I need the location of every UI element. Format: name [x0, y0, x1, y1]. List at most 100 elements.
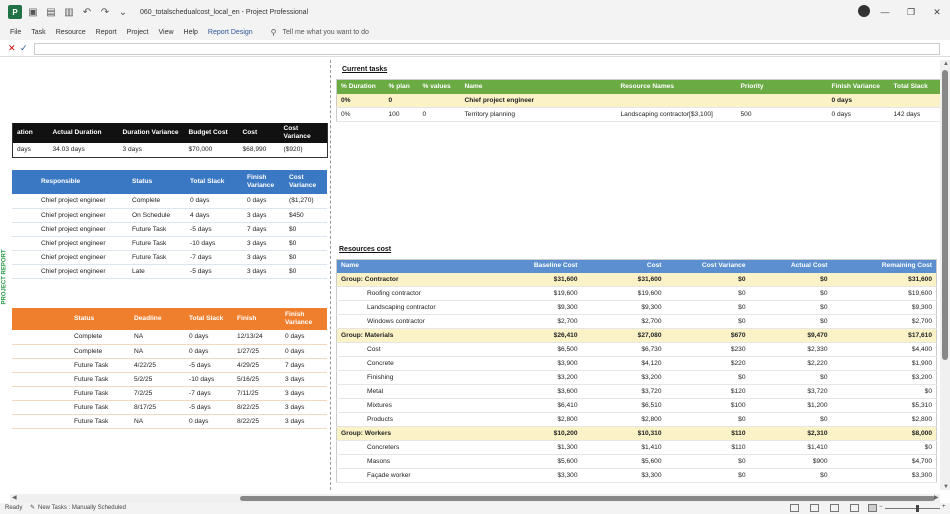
resources-cost-cell: $0	[749, 370, 832, 385]
tab-report-design[interactable]: Report Design	[207, 28, 253, 36]
resources-cost-cell: $3,720	[749, 384, 832, 399]
summary-table: ation Actual Duration Duration Variance Bud…	[12, 123, 328, 158]
resources-cost-row[interactable]: Products $2,800 $2,800 $0 $0 $2,800	[336, 412, 937, 427]
scroll-left-icon[interactable]: ◀	[12, 495, 17, 501]
resources-cost-row[interactable]: Cost $6,500 $6,730 $230 $2,330 $4,400	[336, 342, 937, 357]
milestones-row[interactable]: Future Task 8/17/25 -5 days 8/22/25 3 days	[12, 400, 327, 415]
summary-row[interactable]: days 34.03 days 3 days $70,000 $68,990 ($920)	[12, 143, 328, 158]
new-tasks-mode[interactable]: New Tasks : Manually Scheduled	[38, 505, 126, 511]
scroll-down-icon[interactable]: ▼	[943, 484, 949, 490]
resources-cost-cell: $3,900	[481, 356, 582, 371]
close-icon[interactable]: ✕	[933, 6, 941, 17]
tasks-cell	[12, 264, 37, 279]
milestones-row[interactable]: Future Task 5/2/25 -10 days 5/16/25 3 days	[12, 372, 327, 387]
milestones-cell: NA	[130, 344, 185, 359]
tasks-cell: $450	[285, 208, 327, 223]
scroll-up-icon[interactable]: ▲	[943, 61, 949, 67]
resources-cost-cell: $110	[665, 426, 750, 441]
entry-field[interactable]	[34, 43, 940, 55]
tab-view[interactable]: View	[158, 28, 174, 36]
cancel-entry-icon[interactable]: ✕	[8, 43, 16, 53]
resources-cost-cell: $900	[749, 454, 832, 469]
open-icon[interactable]: ▤	[46, 6, 56, 18]
tab-help[interactable]: Help	[183, 28, 198, 36]
scroll-right-icon[interactable]: ▶	[934, 495, 939, 501]
resources-cost-cell: $6,510	[581, 398, 666, 413]
resources-cost-cell: $1,300	[481, 440, 582, 455]
tasks-row[interactable]: Chief project engineer Late -5 days 3 days $…	[12, 264, 327, 279]
summary-header-cell: Cost Variance	[279, 123, 328, 143]
milestones-row[interactable]: Complete NA 0 days 12/13/24 0 days	[12, 330, 327, 345]
milestones-cell: NA	[130, 414, 185, 429]
tell-me-search[interactable]: ⚲ Tell me what you want to do	[271, 28, 369, 37]
tasks-cell: 0 days	[243, 194, 285, 209]
resources-cost-header-cell: Remaining Cost	[831, 259, 937, 273]
resources-cost-row[interactable]: Concrete $3,900 $4,120 $220 $2,220 $1,900	[336, 356, 937, 371]
resources-cost-row[interactable]: Concreters $1,300 $1,410 $110 $1,410 $0	[336, 440, 937, 455]
zoom-slider[interactable]	[885, 508, 940, 509]
current-tasks-cell: 0 days	[827, 107, 890, 122]
resources-cost-row[interactable]: Façade worker $3,300 $3,300 $0 $0 $3,300	[336, 468, 937, 483]
tab-resource[interactable]: Resource	[55, 28, 86, 36]
customize-icon[interactable]: ⌄	[118, 6, 128, 18]
avatar[interactable]	[858, 5, 870, 17]
minimize-icon[interactable]: —	[880, 7, 890, 17]
resources-cost-row[interactable]: Mixtures $6,410 $6,510 $100 $1,200 $5,310	[336, 398, 937, 413]
resources-cost-cell: $670	[665, 328, 750, 343]
milestones-row[interactable]: Future Task 7/2/25 -7 days 7/11/25 3 days	[12, 386, 327, 401]
horizontal-scroll-thumb[interactable]	[240, 496, 935, 501]
milestones-row[interactable]: Complete NA 0 days 1/27/25 0 days	[12, 344, 327, 359]
tasks-row[interactable]: Chief project engineer Future Task -5 days…	[12, 222, 327, 237]
tab-project[interactable]: Project	[126, 28, 149, 36]
tasks-header-cell: Total Slack	[186, 170, 243, 194]
tab-report[interactable]: Report	[95, 28, 117, 36]
tasks-cell: -5 days	[186, 222, 243, 237]
tasks-row[interactable]: Chief project engineer Future Task -7 days…	[12, 250, 327, 265]
milestones-cell: 0 days	[185, 330, 233, 345]
current-tasks-row[interactable]: 0% 100 0 Territory planning Landscaping cont…	[336, 107, 941, 122]
tasks-cell: Late	[128, 264, 186, 279]
tasks-header-cell: Status	[128, 170, 186, 194]
tasks-row[interactable]: Chief project engineer On Schedule 4 days 3…	[12, 208, 327, 223]
resources-cost-row[interactable]: Group: Workers $10,200 $10,310 $110 $2,310 $8…	[336, 426, 937, 441]
tasks-row[interactable]: Chief project engineer Complete 0 days 0 da…	[12, 194, 327, 209]
resources-cost-row[interactable]: Windows contractor $2,700 $2,700 $0 $0 $2,700	[336, 314, 937, 329]
resources-cost-row[interactable]: Masons $5,600 $5,600 $0 $900 $4,700	[336, 454, 937, 469]
team-planner-view-icon[interactable]	[830, 504, 839, 512]
resources-cost-row[interactable]: Landscaping contractor $9,300 $9,300 $0 $0 $9…	[336, 300, 937, 315]
resources-cost-row[interactable]: Group: Materials $26,410 $27,080 $670 $9,470…	[336, 328, 937, 343]
resources-cost-cell: $100	[665, 398, 750, 413]
tasks-cell: 0 days	[186, 194, 243, 209]
resources-cost-row[interactable]: Metal $3,600 $3,720 $120 $3,720 $0	[336, 384, 937, 399]
zoom-slider-thumb[interactable]	[916, 505, 919, 512]
zoom-out-icon[interactable]: −	[879, 504, 883, 510]
undo-icon[interactable]: ↶	[82, 6, 92, 18]
resources-cost-row[interactable]: Roofing contractor $19,600 $19,600 $0 $0 $19,…	[336, 286, 937, 301]
tasks-row[interactable]: Chief project engineer Future Task -10 day…	[12, 236, 327, 251]
milestones-row[interactable]: Future Task 4/22/25 -5 days 4/29/25 7 days	[12, 358, 327, 373]
resources-cost-row[interactable]: Group: Contractor $31,600 $31,600 $0 $0 $31,6…	[336, 272, 937, 287]
resources-cost-cell: $0	[665, 314, 750, 329]
vertical-scroll-thumb[interactable]	[942, 70, 948, 360]
task-usage-view-icon[interactable]	[810, 504, 819, 512]
tasks-body: Chief project engineer Complete 0 days 0 da…	[12, 194, 327, 279]
save-icon[interactable]: ▣	[28, 6, 38, 18]
redo-icon[interactable]: ↷	[100, 6, 110, 18]
current-tasks-row[interactable]: 0% 0 Chief project engineer 0 days	[336, 93, 941, 108]
zoom-in-icon[interactable]: +	[942, 504, 946, 510]
print-icon[interactable]: ▥	[64, 6, 74, 18]
tab-task[interactable]: Task	[31, 28, 46, 36]
confirm-entry-icon[interactable]: ✓	[20, 43, 28, 53]
resources-cost-cell: Roofing contractor	[336, 286, 482, 301]
summary-body: days 34.03 days 3 days $70,000 $68,990 ($920)	[12, 143, 328, 158]
resources-cost-cell: $6,730	[581, 342, 666, 357]
report-view-icon[interactable]	[868, 504, 877, 512]
tab-file[interactable]: File	[10, 28, 22, 36]
restore-icon[interactable]: ❐	[906, 6, 916, 17]
milestones-cell: 4/29/25	[233, 358, 281, 373]
milestones-row[interactable]: Future Task NA 0 days 8/22/25 3 days	[12, 414, 327, 429]
status-ready: Ready	[5, 505, 23, 511]
gantt-view-icon[interactable]	[790, 504, 799, 512]
resource-sheet-view-icon[interactable]	[850, 504, 859, 512]
resources-cost-row[interactable]: Finishing $3,200 $3,200 $0 $0 $3,200	[336, 370, 937, 385]
